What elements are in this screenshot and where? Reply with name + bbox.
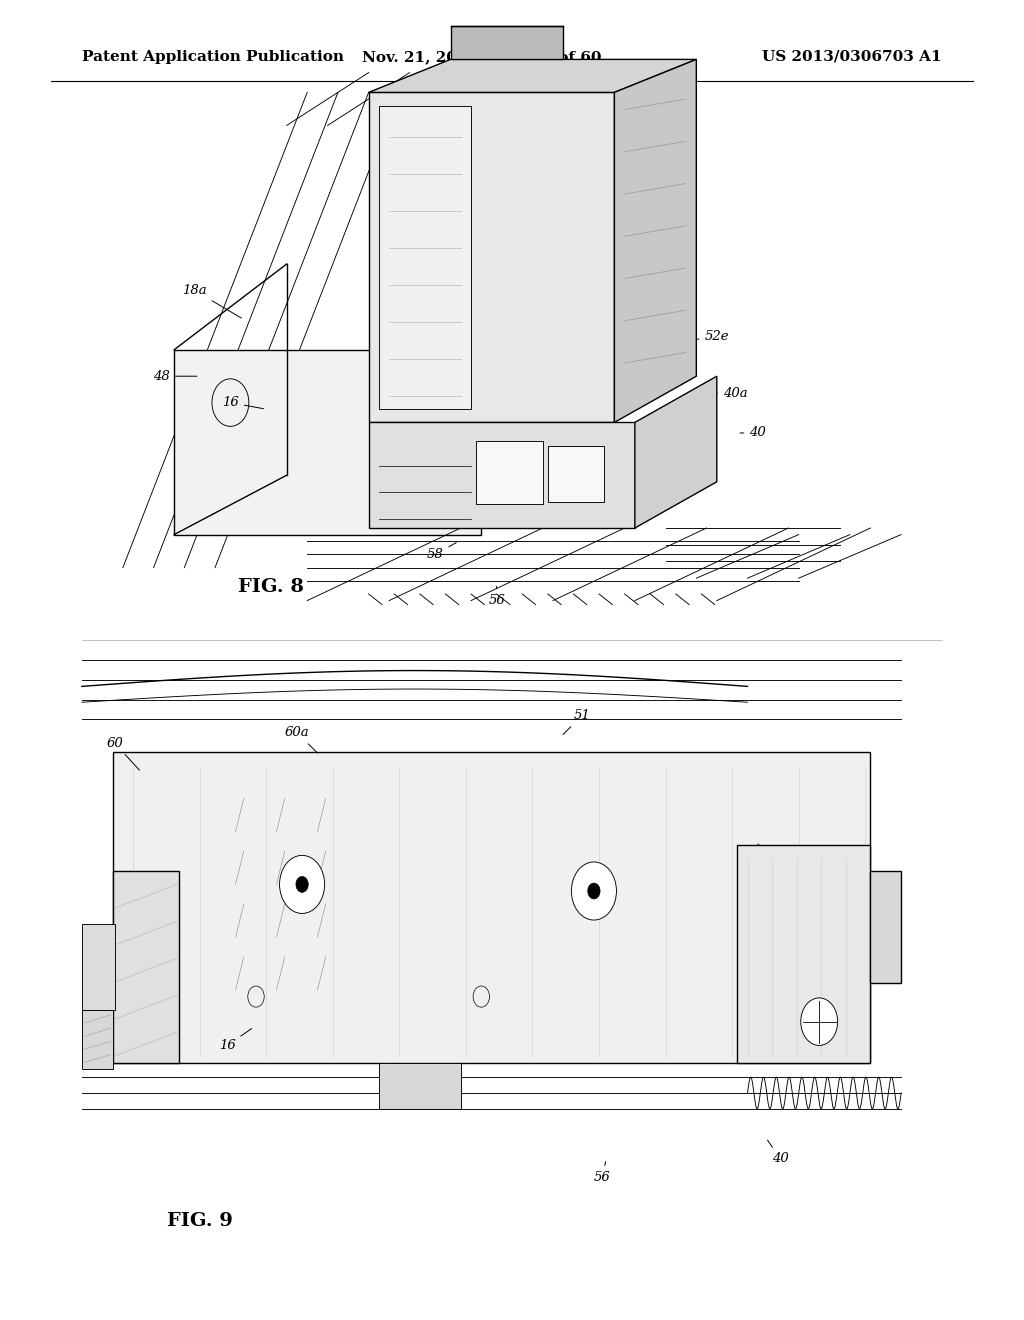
Polygon shape (870, 871, 901, 983)
Text: 60: 60 (106, 737, 139, 770)
Text: 40: 40 (740, 426, 766, 440)
Text: 58: 58 (427, 543, 457, 561)
Text: FIG. 9: FIG. 9 (167, 1212, 232, 1230)
Text: 54: 54 (758, 843, 784, 867)
Polygon shape (174, 350, 481, 535)
FancyBboxPatch shape (476, 441, 543, 504)
Text: 51: 51 (550, 140, 584, 165)
Circle shape (571, 862, 616, 920)
Text: 18a: 18a (182, 284, 242, 318)
Text: Nov. 21, 2013  Sheet 5 of 60: Nov. 21, 2013 Sheet 5 of 60 (361, 50, 601, 63)
Polygon shape (451, 26, 563, 59)
Circle shape (801, 998, 838, 1045)
Text: 51: 51 (563, 709, 590, 734)
Polygon shape (379, 106, 471, 409)
Circle shape (296, 876, 308, 892)
Text: 16: 16 (219, 1028, 252, 1052)
Text: 40a: 40a (712, 387, 748, 400)
Text: 52e: 52e (691, 330, 729, 343)
Polygon shape (369, 422, 635, 528)
Text: Patent Application Publication: Patent Application Publication (82, 50, 344, 63)
Text: 52: 52 (594, 186, 631, 210)
FancyBboxPatch shape (548, 446, 604, 502)
Text: 56: 56 (488, 586, 505, 607)
Circle shape (588, 883, 600, 899)
Text: FIG. 8: FIG. 8 (239, 578, 304, 597)
Circle shape (280, 855, 325, 913)
Text: 40: 40 (768, 1140, 788, 1166)
Polygon shape (635, 376, 717, 528)
Text: 52: 52 (430, 1065, 446, 1092)
Text: US 2013/0306703 A1: US 2013/0306703 A1 (763, 50, 942, 63)
Text: 48: 48 (154, 370, 197, 383)
Polygon shape (82, 1010, 113, 1069)
Polygon shape (737, 845, 870, 1063)
Polygon shape (379, 1063, 461, 1109)
Text: 60a: 60a (285, 726, 317, 754)
Polygon shape (113, 871, 179, 1063)
Polygon shape (369, 59, 696, 92)
Text: 56: 56 (594, 1162, 610, 1184)
Text: 16: 16 (222, 396, 263, 409)
Polygon shape (369, 92, 614, 422)
Polygon shape (82, 924, 115, 1010)
Polygon shape (614, 59, 696, 422)
Polygon shape (113, 752, 870, 1063)
